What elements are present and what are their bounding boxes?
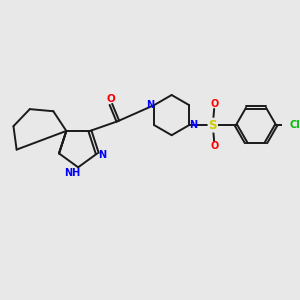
Text: N: N [98, 150, 106, 161]
Text: O: O [210, 99, 218, 109]
Text: Cl: Cl [290, 120, 300, 130]
Text: N: N [189, 120, 198, 130]
Text: S: S [208, 119, 217, 132]
Text: NH: NH [64, 168, 80, 178]
Text: O: O [210, 141, 218, 152]
Text: O: O [106, 94, 115, 104]
Text: N: N [146, 100, 154, 110]
